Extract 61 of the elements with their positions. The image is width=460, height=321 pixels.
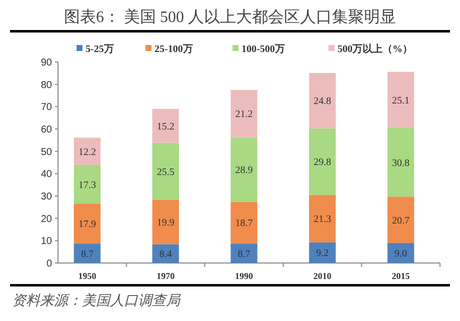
y-tick-label: 10 <box>40 236 52 248</box>
legend-label: 500万以上（%） <box>338 43 412 55</box>
bar <box>152 244 179 263</box>
legend-label: 25-100万 <box>154 44 193 55</box>
bar <box>387 242 414 263</box>
bar <box>152 108 179 143</box>
bar <box>152 142 179 200</box>
x-tick-label: 1990 <box>235 271 254 281</box>
data-label: 17.9 <box>78 219 96 230</box>
y-tick-label: 80 <box>40 80 52 91</box>
data-label: 25.5 <box>156 166 174 178</box>
x-tick-label: 1950 <box>78 271 97 281</box>
bar <box>74 164 101 204</box>
bar <box>230 90 258 138</box>
y-tick-label: 50 <box>40 146 52 158</box>
bar <box>230 202 258 244</box>
x-tick-label: 1970 <box>156 271 176 281</box>
data-label: 8.7 <box>238 248 250 260</box>
bar <box>309 72 336 128</box>
bar <box>309 242 336 263</box>
bar <box>74 204 101 244</box>
y-tick-label: 30 <box>40 192 52 202</box>
data-label: 15.2 <box>156 121 174 132</box>
x-tick-label: 2015 <box>392 271 410 281</box>
y-tick-label: 70 <box>40 102 52 114</box>
data-label: 12.2 <box>78 146 96 158</box>
bar <box>152 200 179 244</box>
data-label: 25.1 <box>392 95 410 106</box>
data-label: 17.3 <box>78 180 96 191</box>
y-tick-label: 40 <box>40 169 52 180</box>
bar <box>230 244 258 263</box>
data-label: 30.8 <box>392 158 410 169</box>
bar <box>74 138 101 165</box>
data-label: 9.2 <box>316 248 329 260</box>
bar <box>387 196 414 243</box>
data-label: 28.9 <box>235 165 253 176</box>
y-tick-label: 20 <box>40 214 52 225</box>
y-tick-label: 90 <box>40 58 52 68</box>
data-label: 9.0 <box>394 248 408 260</box>
data-label: 18.7 <box>235 218 253 230</box>
legend-label: 5-25万 <box>86 44 114 55</box>
bar <box>74 244 101 263</box>
y-tick-label: 0 <box>46 258 52 270</box>
data-label: 19.9 <box>156 218 174 229</box>
data-label: 21.3 <box>314 214 332 226</box>
bar <box>309 128 336 195</box>
chart-title: 图表6： 美国 500 人以上大都会区人口集聚明显 <box>64 8 396 26</box>
text: 资料来源：美国人口调查局 <box>12 293 181 309</box>
data-label: 8.4 <box>159 249 172 260</box>
x-tick-label: 2010 <box>313 271 332 281</box>
data-label: 21.2 <box>235 109 253 120</box>
bar <box>387 128 414 197</box>
bar <box>309 194 336 242</box>
bar <box>387 72 414 128</box>
data-label: 24.8 <box>314 96 332 108</box>
data-label: 8.7 <box>80 248 94 260</box>
bar <box>230 137 258 202</box>
data-label: 29.8 <box>314 157 332 168</box>
legend-label: 100-500万 <box>242 44 285 55</box>
data-label: 20.7 <box>392 215 410 226</box>
y-tick-label: 60 <box>40 124 52 136</box>
